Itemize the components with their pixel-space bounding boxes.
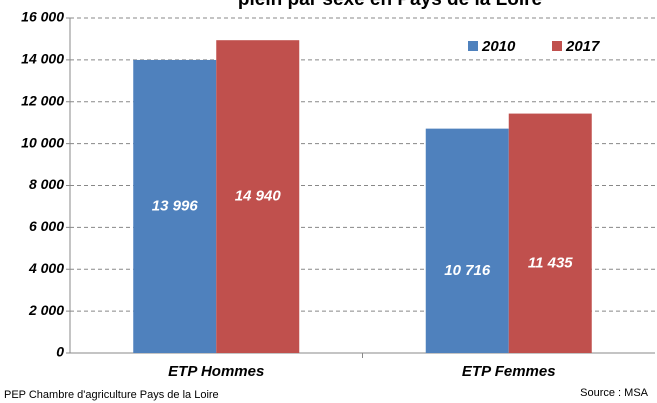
y-tick-label: 2 000 <box>28 302 64 318</box>
value-label: 11 435 <box>528 254 573 271</box>
bar <box>216 40 300 353</box>
y-tick-label: 4 000 <box>28 260 64 276</box>
y-tick-label: 6 000 <box>29 218 64 234</box>
y-tick-label: 12 000 <box>21 92 64 108</box>
value-label: 10 716 <box>444 262 491 279</box>
value-label: 14 940 <box>235 188 282 205</box>
bar <box>133 59 217 354</box>
bar <box>508 113 592 354</box>
y-tick-label: 16 000 <box>21 9 64 25</box>
x-tick-label: ETP Femmes <box>462 363 556 380</box>
legend-swatch <box>468 41 478 51</box>
value-label: 13 996 <box>152 197 199 214</box>
legend-label: 2010 <box>481 38 516 55</box>
legend-label: 2017 <box>565 38 600 55</box>
y-tick-label: 0 <box>56 344 64 360</box>
footnote: PEP Chambre d'agriculture Pays de la Loi… <box>4 389 219 401</box>
bar <box>425 128 509 353</box>
source: Source : MSA <box>580 387 649 399</box>
y-tick-label: 8 000 <box>29 176 64 192</box>
x-tick-label: ETP Hommes <box>168 363 264 380</box>
legend-swatch <box>552 41 562 51</box>
chart-title: plein par sexe en Pays de la Loire <box>238 0 542 10</box>
y-tick-label: 10 000 <box>21 134 64 150</box>
y-tick-label: 14 000 <box>21 51 64 67</box>
